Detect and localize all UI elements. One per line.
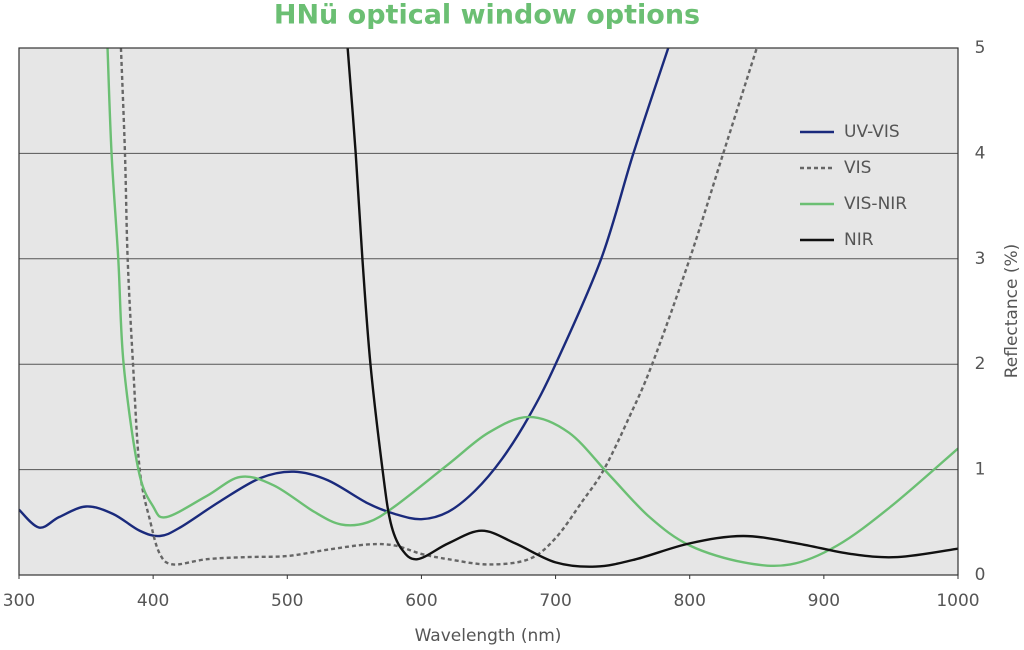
plot-border xyxy=(18,47,959,576)
y-tick-label: 3 xyxy=(975,249,986,269)
y-tick-label: 0 xyxy=(975,565,986,585)
plot-area xyxy=(19,48,958,575)
lines xyxy=(19,48,958,568)
y-tick-label: 4 xyxy=(975,143,986,163)
x-tick-label: 600 xyxy=(405,591,437,611)
x-tick-label: 300 xyxy=(3,591,35,611)
x-tick-label: 900 xyxy=(808,591,840,611)
x-tick-label: 700 xyxy=(539,591,571,611)
x-tick-label: 500 xyxy=(271,591,303,611)
series-line xyxy=(119,48,758,566)
y-axis-label: Reflectance (%) xyxy=(1002,244,1022,379)
x-axis-label: Wavelength (nm) xyxy=(415,626,562,646)
legend-label: VIS-NIR xyxy=(844,194,907,214)
legend: UV-VIS VIS VIS-NIR NIR xyxy=(800,122,907,250)
x-tick-label: 400 xyxy=(137,591,169,611)
legend-label: VIS xyxy=(844,158,871,178)
x-tick-label: 800 xyxy=(673,591,705,611)
y-tick-label: 1 xyxy=(975,460,986,480)
chart-title: HNü optical window options xyxy=(274,0,700,31)
y-tick-label: 2 xyxy=(975,354,986,374)
series-line xyxy=(19,48,670,538)
y-tick-label: 5 xyxy=(975,38,986,58)
series-line xyxy=(346,48,958,568)
legend-label: NIR xyxy=(844,230,874,250)
legend-label: UV-VIS xyxy=(844,122,900,142)
x-tick-label: 1000 xyxy=(936,591,979,611)
series-line xyxy=(106,48,958,568)
